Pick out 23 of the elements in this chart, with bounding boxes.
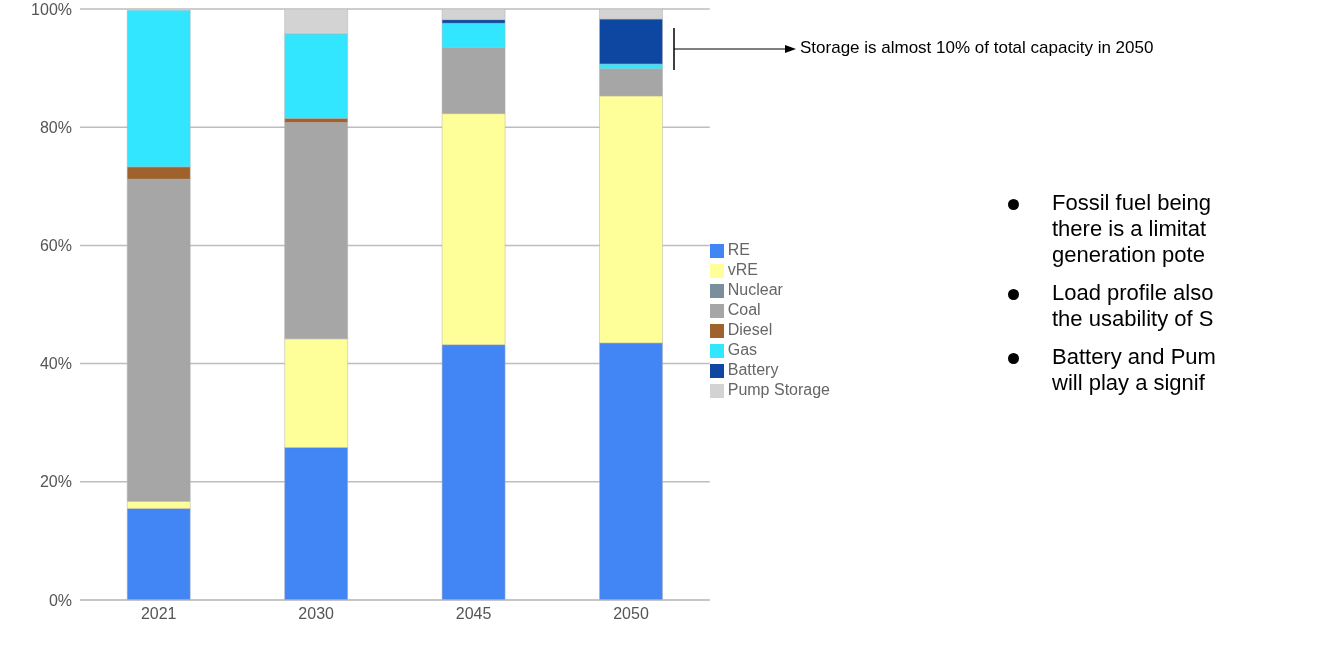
legend-label: Gas: [727, 341, 758, 358]
legend-label: Nuclear: [727, 281, 783, 298]
y-tick-label: 0%: [48, 591, 72, 609]
legend-label: Battery: [727, 361, 779, 378]
x-tick-label: 2030: [298, 605, 335, 623]
legend-label: RE: [727, 241, 750, 258]
legend-label: vRE: [727, 261, 758, 278]
text: Battery and Pum will play a signif: [1052, 344, 1216, 396]
text: Storage is almost 10% of total capacity in 2050: [800, 38, 1154, 58]
bar: [441, 9, 506, 20]
legend-label: Pump Storage: [727, 381, 830, 398]
y-tick-label: 60%: [39, 237, 72, 255]
text: Load profile also the usability of S: [1052, 280, 1214, 332]
y-tick-label: 100%: [31, 0, 72, 18]
y-tick-label: 40%: [39, 355, 72, 373]
legend-label: Coal: [727, 301, 761, 318]
x-tick-label: 2021: [140, 605, 177, 623]
y-tick-label: 20%: [39, 473, 72, 491]
x-tick-label: 2050: [613, 605, 649, 623]
legend-label: Diesel: [727, 321, 773, 338]
x-tick-label: 2045: [455, 605, 492, 623]
text: Fossil fuel being there is a limitat generation pote: [1052, 190, 1211, 268]
y-tick-label: 80%: [39, 118, 72, 136]
